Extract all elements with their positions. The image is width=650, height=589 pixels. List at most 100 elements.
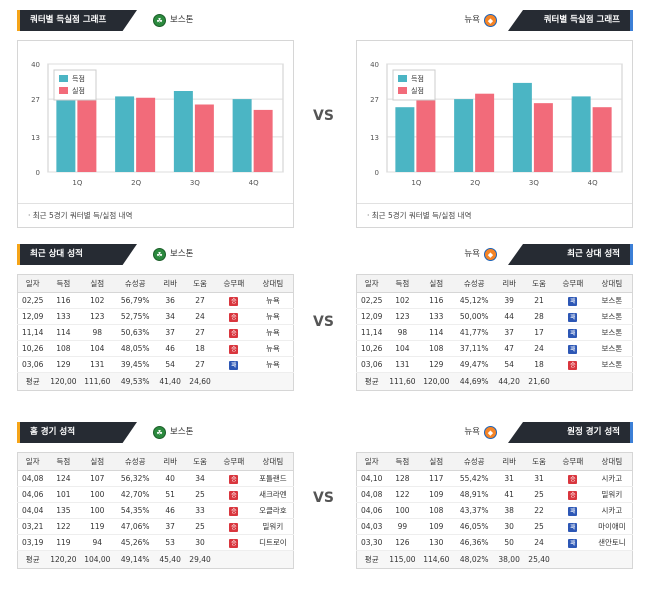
column-header: 슈성공 bbox=[454, 452, 495, 471]
recent-panel-newyork: 뉴욕 ◆ 최근 상대 성적 일자 득점 실점 슈성공 리바 도움 승무패 상대팀 02,25 102… bbox=[356, 244, 633, 391]
lose-badge: 승 bbox=[229, 506, 239, 516]
bar-allowed bbox=[475, 93, 495, 172]
table-cell: 49,53% bbox=[115, 372, 156, 391]
table-cell: 129 bbox=[47, 356, 80, 373]
table-row: 04,06 101 100 42,70% 51 25 승 새크라멘 bbox=[17, 486, 294, 503]
table-cell: 04,08 bbox=[17, 470, 48, 487]
vs-label: VS bbox=[313, 108, 334, 124]
table-row: 12,09 123 133 50,00% 44 28 패 보스톤 bbox=[356, 308, 633, 325]
table-cell: 119 bbox=[47, 534, 80, 551]
quarter-chart: 0 13 27 40 1Q 2Q 3Q 4Q 득점 실점 · 최근 5경기 쿼터별 득/실점 내역 bbox=[356, 40, 633, 228]
table-cell: 17 bbox=[524, 324, 554, 341]
table-cell: 114,60 bbox=[418, 550, 455, 569]
result-cell: 승 bbox=[215, 502, 253, 519]
table-cell: 50 bbox=[494, 534, 525, 551]
table-cell: 45,12% bbox=[454, 292, 495, 309]
y-tick-label: 27 bbox=[31, 96, 40, 104]
quarter-chart: 0 13 27 40 1Q 2Q 3Q 4Q 득점 실점 · 최근 5경기 쿼터별 득/실점 내역 bbox=[17, 40, 294, 228]
x-tick-label: 2Q bbox=[131, 179, 141, 187]
table-cell: 27 bbox=[185, 292, 215, 309]
table-cell: 보스톤 bbox=[591, 356, 633, 373]
table-cell bbox=[554, 372, 592, 391]
panel-title: 원정 경기 성적 bbox=[508, 422, 633, 443]
table-cell: 123 bbox=[79, 308, 116, 325]
table-cell: 밀워키 bbox=[591, 486, 633, 503]
lose-badge: 승 bbox=[229, 522, 239, 532]
table-cell: 뉴욕 bbox=[252, 356, 294, 373]
table-cell: 38 bbox=[494, 502, 525, 519]
team-name: 보스톤 bbox=[170, 427, 194, 437]
table-cell: 46 bbox=[155, 340, 186, 357]
table-cell: 43,37% bbox=[454, 502, 495, 519]
x-tick-label: 3Q bbox=[190, 179, 200, 187]
table-cell: 디트로이 bbox=[252, 534, 294, 551]
lose-badge: 승 bbox=[229, 328, 239, 338]
table-cell: 30 bbox=[185, 534, 215, 551]
table-cell: 42,70% bbox=[115, 486, 156, 503]
table-cell: 50,63% bbox=[115, 324, 156, 341]
table-cell: 04,10 bbox=[356, 470, 387, 487]
quarter-panel-boston: 쿼터별 득실점 그래프 ☘ 보스톤 0 13 27 40 1Q 2Q 3Q 4Q 득점 실점 · 최… bbox=[17, 10, 294, 228]
column-header: 일자 bbox=[17, 452, 48, 471]
table-cell: 48,02% bbox=[454, 550, 495, 569]
table-cell: 52,75% bbox=[115, 308, 156, 325]
table-cell: 24 bbox=[524, 340, 554, 357]
quarter-panel-newyork: 뉴욕 ◆ 쿼터별 득실점 그래프 0 13 27 40 1Q 2Q 3Q 4Q 득점 실점 · 최근… bbox=[356, 10, 633, 228]
table-cell: 평균 bbox=[356, 372, 387, 391]
table-cell: 104 bbox=[79, 340, 116, 357]
recent-panel-boston: 최근 상대 성적 ☘ 보스톤 일자 득점 실점 슈성공 리바 도움 승무패 상대팀 02,25 11… bbox=[17, 244, 294, 391]
lose-badge: 승 bbox=[568, 490, 578, 500]
table-row: 04,08 122 109 48,91% 41 25 승 밀워키 bbox=[356, 486, 633, 503]
table-cell: 평균 bbox=[17, 550, 48, 569]
win-badge: 패 bbox=[568, 522, 578, 532]
table-cell: 50,00% bbox=[454, 308, 495, 325]
table-cell: 54,35% bbox=[115, 502, 156, 519]
team-name: 보스톤 bbox=[170, 15, 194, 25]
table-cell: 새크라멘 bbox=[252, 486, 294, 503]
table-cell: 포틀랜드 bbox=[252, 470, 294, 487]
away-panel-newyork: 뉴욕 ◆ 원정 경기 성적 일자 득점 실점 슈성공 리바 도움 승무패 상대팀 04,10 128… bbox=[356, 422, 633, 569]
table-cell: 18 bbox=[185, 340, 215, 357]
table-cell: 보스톤 bbox=[591, 340, 633, 357]
column-header: 승무패 bbox=[215, 452, 253, 471]
knicks-logo-icon: ◆ bbox=[484, 248, 497, 261]
table-cell: 24 bbox=[185, 308, 215, 325]
legend-label: 실점 bbox=[72, 86, 85, 95]
table-cell: 03,21 bbox=[17, 518, 48, 535]
table-header-row: 일자 득점 실점 슈성공 리바 도움 승무패 상대팀 bbox=[356, 452, 633, 471]
table-cell bbox=[215, 550, 253, 569]
column-header: 득점 bbox=[47, 274, 80, 293]
bar-allowed bbox=[253, 109, 273, 172]
bar-allowed bbox=[592, 107, 612, 172]
table-cell: 04,03 bbox=[356, 518, 387, 535]
table-cell: 03,06 bbox=[17, 356, 48, 373]
table-cell: 37 bbox=[494, 324, 525, 341]
table-row: 03,06 129 131 39,45% 54 27 패 뉴욕 bbox=[17, 356, 294, 373]
result-cell: 승 bbox=[554, 356, 592, 373]
stats-table: 일자 득점 실점 슈성공 리바 도움 승무패 상대팀 04,08 124 107 56,32% 40 34… bbox=[17, 452, 294, 569]
table-cell: 04,06 bbox=[356, 502, 387, 519]
result-cell: 승 bbox=[215, 486, 253, 503]
table-cell: 108 bbox=[418, 502, 455, 519]
table-cell: 45,26% bbox=[115, 534, 156, 551]
bar-allowed bbox=[194, 104, 214, 172]
table-cell: 33 bbox=[185, 502, 215, 519]
table-cell: 44 bbox=[494, 308, 525, 325]
column-header: 일자 bbox=[356, 274, 387, 293]
knicks-logo-icon: ◆ bbox=[484, 14, 497, 27]
table-cell: 117 bbox=[418, 470, 455, 487]
bar-made bbox=[395, 107, 415, 172]
table-cell: 101 bbox=[47, 486, 80, 503]
table-row: 03,21 122 119 47,06% 37 25 승 밀워키 bbox=[17, 518, 294, 535]
table-cell: 122 bbox=[47, 518, 80, 535]
bar-made bbox=[173, 91, 193, 172]
table-cell: 100 bbox=[386, 502, 419, 519]
x-tick-label: 1Q bbox=[411, 179, 421, 187]
table-row: 04,06 100 108 43,37% 38 22 패 시카고 bbox=[356, 502, 633, 519]
table-row: 12,09 133 123 52,75% 34 24 승 뉴욕 bbox=[17, 308, 294, 325]
result-cell: 승 bbox=[215, 518, 253, 535]
column-header: 승무패 bbox=[215, 274, 253, 293]
table-cell: 시카고 bbox=[591, 470, 633, 487]
chart-note: · 최근 5경기 쿼터별 득/실점 내역 bbox=[18, 203, 293, 227]
table-cell: 오클라호 bbox=[252, 502, 294, 519]
